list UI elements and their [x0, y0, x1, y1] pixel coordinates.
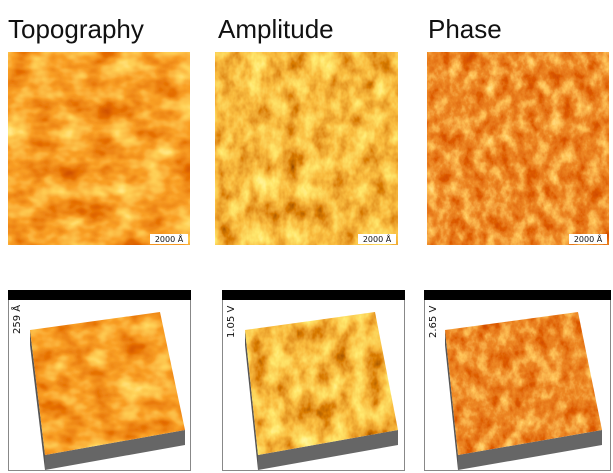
panel-title: Topography: [8, 14, 144, 44]
scale-bar-label: 2000 Å: [363, 233, 392, 244]
height-label: 2.65 V: [428, 306, 439, 338]
height-label: 1.05 V: [226, 306, 237, 338]
scale-bar-label: 2000 Å: [574, 233, 603, 244]
phase-image: [427, 52, 609, 245]
surface-3d: [245, 312, 398, 455]
amplitude-image: [215, 52, 398, 245]
surface-panel: 1.05 V: [222, 290, 405, 471]
surface-3d: [30, 312, 185, 455]
panel-bar: [424, 290, 611, 300]
panel-bar: [8, 290, 191, 300]
scale-bar-label: 2000 Å: [155, 233, 184, 244]
figure: Topography Amplitude Phase 2000 Å 2000 Å…: [0, 0, 613, 473]
surface-3d: [445, 312, 602, 455]
topography-image: [8, 52, 190, 245]
panel-title: Phase: [428, 14, 502, 44]
surface-panel: 2.65 V: [424, 290, 611, 471]
panel-title: Amplitude: [218, 14, 334, 44]
height-label: 259 Å: [10, 305, 23, 334]
panel-bar: [222, 290, 405, 300]
surface-panel: 259 Å: [8, 290, 191, 471]
